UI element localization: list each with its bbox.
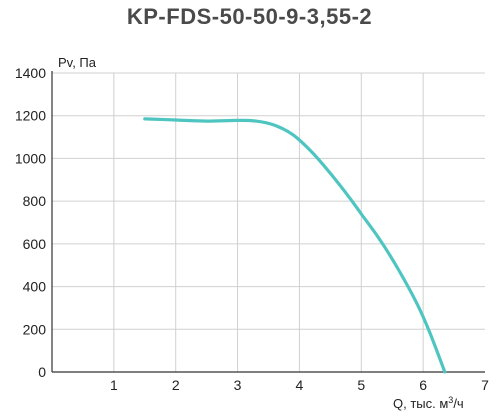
y-axis-label: Pv, Па <box>58 55 97 70</box>
x-axis-label-sup: 3 <box>448 395 453 405</box>
y-tick-label: 800 <box>23 193 47 209</box>
x-axis-label-tail: /ч <box>453 396 463 411</box>
x-tick-label: 1 <box>110 377 118 393</box>
x-tick-label: 4 <box>296 377 304 393</box>
x-tick-label: 7 <box>481 377 489 393</box>
tick-labels: 0 200 400 600 800 1000 1200 1400 1 2 3 4 5 6 7 <box>15 65 489 393</box>
grid <box>52 72 485 372</box>
chart-title: KP-FDS-50-50-9-3,55-2 <box>126 4 373 29</box>
y-tick-label: 1200 <box>15 108 46 124</box>
y-tick-label: 200 <box>23 321 47 337</box>
y-tick-label: 600 <box>23 236 47 252</box>
y-tick-label: 400 <box>23 279 47 295</box>
series-layer <box>143 117 447 374</box>
x-tick-label: 3 <box>234 377 242 393</box>
x-tick-label: 6 <box>419 377 427 393</box>
x-tick-label: 2 <box>172 377 180 393</box>
x-tick-label: 5 <box>357 377 365 393</box>
y-tick-label: 0 <box>38 364 46 380</box>
y-tick-label: 1000 <box>15 150 46 166</box>
series-line <box>143 117 447 374</box>
x-axis-label-main: Q, тыс. м <box>393 396 448 411</box>
axes <box>51 71 485 373</box>
x-axis-label: Q, тыс. м3/ч <box>393 395 464 411</box>
y-tick-label: 1400 <box>15 65 46 81</box>
